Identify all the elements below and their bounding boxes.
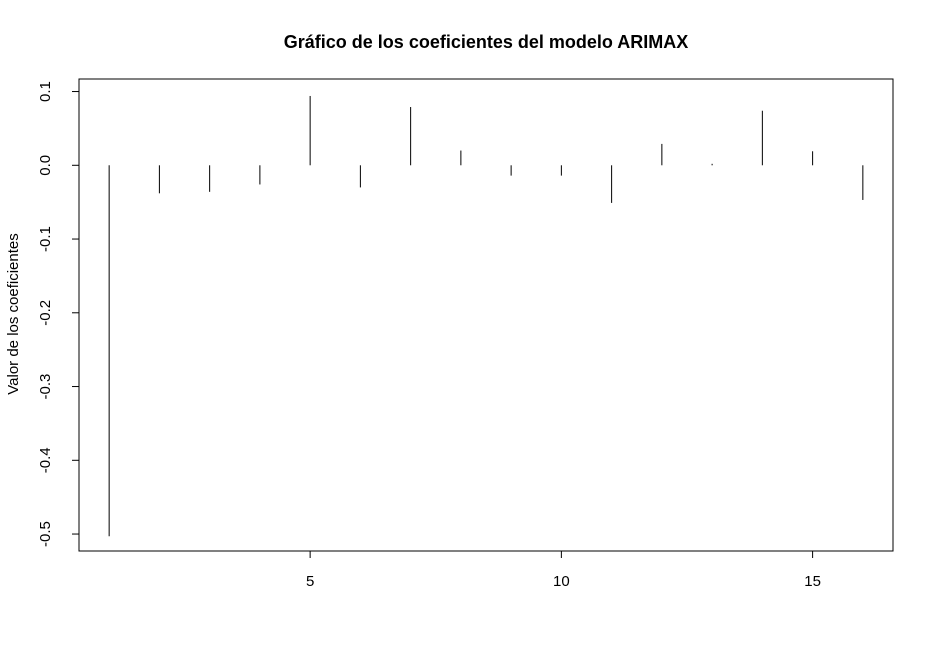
y-axis: -0.5 -0.4 -0.3 -0.2 -0.1 0.0 0.1 xyxy=(37,81,80,547)
x-tick-label: 5 xyxy=(306,573,314,590)
y-tick-label: -0.5 xyxy=(37,521,54,547)
y-tick-label: -0.2 xyxy=(37,300,54,326)
plot-frame xyxy=(78,78,894,552)
y-tick-label: 0.1 xyxy=(37,81,54,102)
chart-title: Gráfico de los coeficientes del modelo A… xyxy=(284,32,688,52)
x-tick-label: 10 xyxy=(553,573,570,590)
y-tick-label: 0.0 xyxy=(37,155,54,176)
y-tick-label: -0.1 xyxy=(37,226,54,252)
y-axis-title: Valor de los coeficientes xyxy=(5,233,22,394)
x-tick-label: 15 xyxy=(804,573,821,590)
coefficient-bars xyxy=(108,95,864,537)
x-axis: 5 10 15 xyxy=(306,550,821,590)
y-tick-label: -0.4 xyxy=(37,447,54,473)
y-tick-label: -0.3 xyxy=(37,374,54,400)
